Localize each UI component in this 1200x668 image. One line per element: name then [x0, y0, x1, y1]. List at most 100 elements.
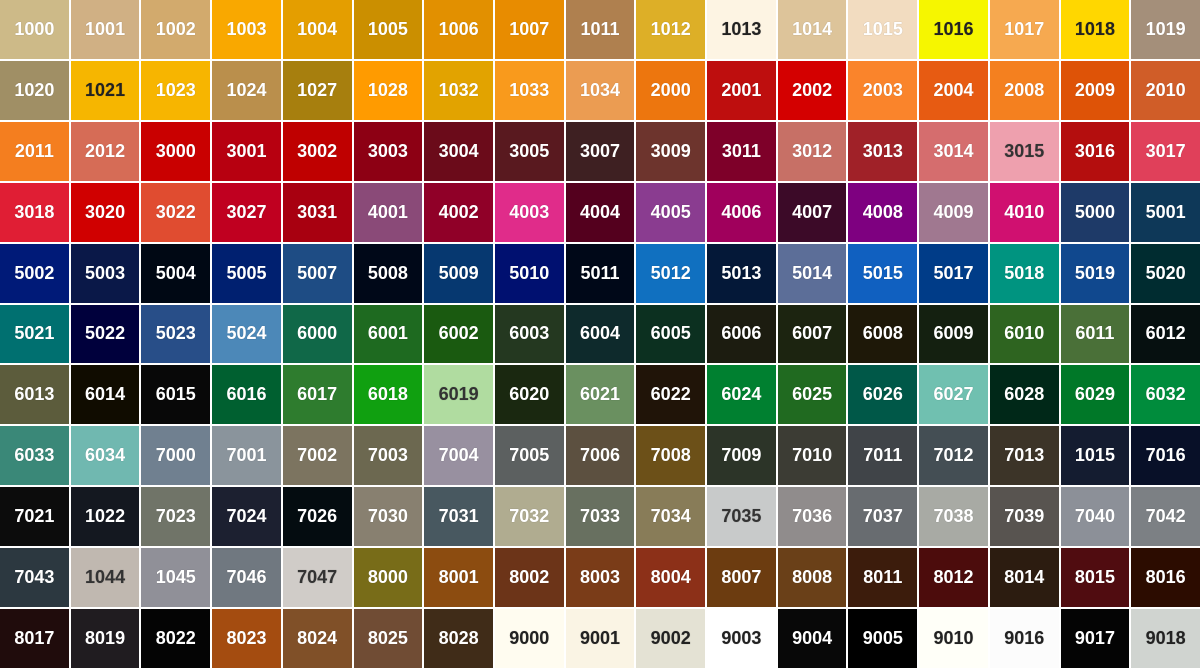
colour-swatch: 6028 [989, 365, 1059, 425]
colour-swatch: 8025 [353, 609, 423, 668]
colour-swatch: 8002 [494, 548, 564, 608]
colour-swatch: 7032 [494, 487, 564, 547]
colour-swatch: 3005 [494, 121, 564, 181]
colour-swatch: 5008 [353, 243, 423, 303]
colour-swatch: 1020 [0, 60, 69, 120]
colour-swatch: 6009 [919, 304, 988, 364]
colour-swatch: 7006 [565, 426, 635, 486]
colour-swatch: 9010 [919, 609, 988, 668]
colour-swatch: 1033 [494, 60, 564, 120]
colour-swatch: 5019 [1060, 243, 1130, 303]
colour-swatch: 1015 [1060, 426, 1130, 486]
colour-swatch: 4002 [424, 182, 493, 242]
colour-swatch: 1014 [777, 0, 847, 59]
colour-swatch: 7043 [0, 548, 69, 608]
colour-swatch: 5002 [0, 243, 69, 303]
colour-swatch: 2011 [0, 121, 69, 181]
colour-swatch: 5004 [141, 243, 211, 303]
colour-swatch: 7031 [424, 487, 493, 547]
colour-swatch: 7024 [212, 487, 281, 547]
colour-swatch: 7010 [777, 426, 847, 486]
colour-swatch: 1045 [141, 548, 211, 608]
colour-swatch: 1023 [141, 60, 211, 120]
colour-swatch: 1028 [353, 60, 423, 120]
colour-swatch: 5014 [777, 243, 847, 303]
colour-swatch: 4009 [919, 182, 988, 242]
colour-swatch: 1044 [70, 548, 140, 608]
colour-swatch: 1002 [141, 0, 211, 59]
colour-swatch: 2009 [1060, 60, 1130, 120]
colour-swatch: 3004 [424, 121, 493, 181]
colour-swatch: 5013 [707, 243, 776, 303]
colour-swatch: 7000 [141, 426, 211, 486]
colour-swatch: 6020 [494, 365, 564, 425]
colour-swatch: 6027 [919, 365, 988, 425]
colour-swatch: 7008 [636, 426, 706, 486]
colour-swatch: 3014 [919, 121, 988, 181]
colour-swatch: 1022 [70, 487, 140, 547]
colour-swatch: 5020 [1131, 243, 1200, 303]
colour-swatch: 5000 [1060, 182, 1130, 242]
colour-swatch: 7030 [353, 487, 423, 547]
colour-swatch: 8001 [424, 548, 493, 608]
colour-swatch: 6008 [848, 304, 918, 364]
colour-swatch: 7042 [1131, 487, 1200, 547]
colour-swatch: 8015 [1060, 548, 1130, 608]
colour-swatch: 7036 [777, 487, 847, 547]
colour-swatch: 6029 [1060, 365, 1130, 425]
colour-swatch: 5011 [565, 243, 635, 303]
colour-swatch: 4001 [353, 182, 423, 242]
colour-swatch: 2001 [707, 60, 776, 120]
colour-swatch: 8019 [70, 609, 140, 668]
colour-swatch: 7004 [424, 426, 493, 486]
colour-swatch: 7033 [565, 487, 635, 547]
colour-swatch: 7009 [707, 426, 776, 486]
colour-swatch: 9004 [777, 609, 847, 668]
colour-swatch: 1017 [989, 0, 1059, 59]
colour-swatch: 8003 [565, 548, 635, 608]
colour-swatch: 1003 [212, 0, 281, 59]
colour-swatch: 7012 [919, 426, 988, 486]
colour-swatch: 3022 [141, 182, 211, 242]
colour-swatch: 8016 [1131, 548, 1200, 608]
colour-swatch: 3009 [636, 121, 706, 181]
colour-swatch: 9005 [848, 609, 918, 668]
colour-swatch: 7021 [0, 487, 69, 547]
colour-swatch: 4010 [989, 182, 1059, 242]
colour-swatch: 2012 [70, 121, 140, 181]
colour-swatch: 3007 [565, 121, 635, 181]
colour-swatch: 8007 [707, 548, 776, 608]
colour-swatch: 8008 [777, 548, 847, 608]
colour-swatch: 8014 [989, 548, 1059, 608]
colour-swatch: 7026 [282, 487, 352, 547]
colour-swatch: 6034 [70, 426, 140, 486]
colour-swatch: 7039 [989, 487, 1059, 547]
colour-swatch: 6012 [1131, 304, 1200, 364]
colour-swatch: 6021 [565, 365, 635, 425]
colour-swatch: 9002 [636, 609, 706, 668]
colour-swatch: 5009 [424, 243, 493, 303]
colour-swatch: 6005 [636, 304, 706, 364]
colour-swatch: 6014 [70, 365, 140, 425]
colour-swatch: 2003 [848, 60, 918, 120]
colour-swatch: 8017 [0, 609, 69, 668]
colour-swatch: 1015 [848, 0, 918, 59]
colour-swatch: 6010 [989, 304, 1059, 364]
colour-swatch: 1021 [70, 60, 140, 120]
colour-swatch: 5007 [282, 243, 352, 303]
colour-swatch: 4007 [777, 182, 847, 242]
colour-swatch: 7040 [1060, 487, 1130, 547]
colour-swatch: 6000 [282, 304, 352, 364]
colour-swatch: 7005 [494, 426, 564, 486]
colour-swatch: 4004 [565, 182, 635, 242]
colour-swatch: 9016 [989, 609, 1059, 668]
colour-swatch: 6032 [1131, 365, 1200, 425]
colour-swatch: 2000 [636, 60, 706, 120]
colour-swatch: 6003 [494, 304, 564, 364]
colour-swatch: 8000 [353, 548, 423, 608]
colour-swatch: 5024 [212, 304, 281, 364]
colour-swatch: 4005 [636, 182, 706, 242]
colour-swatch: 3015 [989, 121, 1059, 181]
colour-swatch: 6024 [707, 365, 776, 425]
colour-swatch: 1034 [565, 60, 635, 120]
